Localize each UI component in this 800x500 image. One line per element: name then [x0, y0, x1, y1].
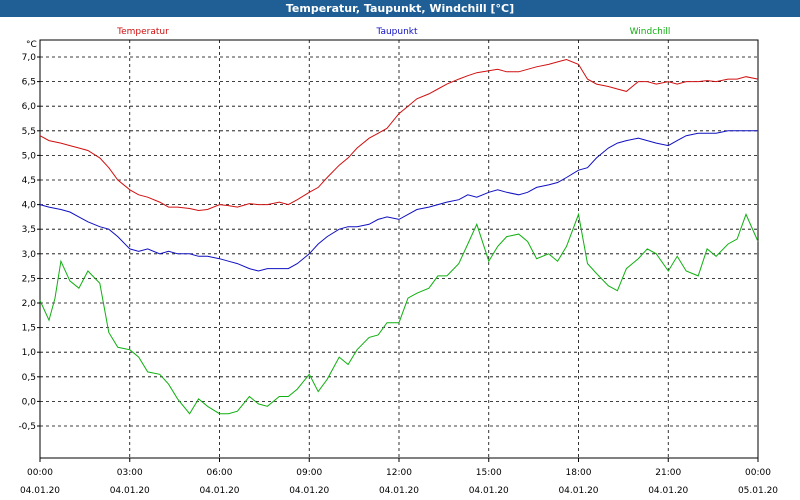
y-tick-label: 1,0 [22, 348, 37, 358]
x-tick-date-label: 04.01.20 [20, 486, 60, 496]
y-axis-ticks: 7,0 6,5 6,0 5,5 5,0 4,5 4,0 3,5 3,0 2,5 2,0 1,5 1,0 0… [18, 53, 40, 432]
x-tick-date-label: 04.01.20 [558, 486, 598, 496]
y-tick-label: 0,5 [22, 373, 36, 383]
x-tick-time-label: 15:00 [476, 468, 502, 478]
y-tick-label: 1,5 [22, 324, 36, 334]
legend-entry-temperatur: Temperatur [116, 27, 169, 37]
y-tick-label: 6,0 [22, 102, 37, 112]
series-line-temperatur [39, 58, 759, 212]
x-tick-time-label: 06:00 [207, 468, 233, 478]
x-tick-date-label: 04.01.20 [379, 486, 419, 496]
y-tick-label: 4,5 [22, 176, 36, 186]
grid [40, 40, 758, 458]
x-tick-time-label: 00:00 [27, 468, 53, 478]
series-line-taupunkt [39, 130, 758, 272]
x-tick-date-label: 04.01.20 [110, 486, 150, 496]
y-tick-label: 0,0 [22, 397, 37, 407]
x-tick-time-label: 09:00 [296, 468, 322, 478]
y-tick-label: 3,5 [22, 225, 36, 235]
line-chart: °C 7,0 6,5 6,0 5,5 5,0 4,5 4,0 3,5 3,0 2,5 2,0 1,5 1… [18, 27, 778, 496]
y-tick-label: 4,0 [22, 201, 37, 211]
y-tick-label: 5,0 [22, 151, 37, 161]
x-tick-time-label: 03:00 [117, 468, 143, 478]
x-axis-ticks: 00:00 04.01.20 03:00 04.01.20 06:00 04.01.20 0… [20, 458, 778, 496]
chart-title-bar: Temperatur, Taupunkt, Windchill [°C] [0, 0, 800, 17]
y-tick-label: 5,5 [22, 127, 36, 137]
x-tick-date-label: 04.01.20 [199, 486, 239, 496]
y-tick-label: 2,5 [22, 274, 36, 284]
x-tick-date-label: 04.01.20 [289, 486, 329, 496]
y-tick-label: 6,5 [22, 78, 36, 88]
x-tick-date-label: 05.01.20 [738, 486, 778, 496]
legend: Temperatur Taupunkt Windchill [116, 27, 670, 37]
series-lines [39, 58, 759, 415]
x-tick-date-label: 04.01.20 [469, 486, 509, 496]
x-tick-time-label: 18:00 [566, 468, 592, 478]
x-tick-time-label: 12:00 [386, 468, 412, 478]
x-tick-time-label: 00:00 [745, 468, 771, 478]
series-line-windchill [39, 212, 759, 415]
x-tick-time-label: 21:00 [655, 468, 681, 478]
y-tick-label: 3,0 [22, 250, 37, 260]
x-tick-date-label: 04.01.20 [648, 486, 688, 496]
y-tick-label: -0,5 [18, 422, 36, 432]
chart-title: Temperatur, Taupunkt, Windchill [°C] [285, 2, 515, 15]
y-axis-unit: °C [26, 40, 37, 50]
y-tick-label: 2,0 [22, 299, 37, 309]
legend-entry-taupunkt: Taupunkt [375, 27, 418, 37]
y-tick-label: 7,0 [22, 53, 37, 63]
legend-entry-windchill: Windchill [630, 27, 671, 37]
